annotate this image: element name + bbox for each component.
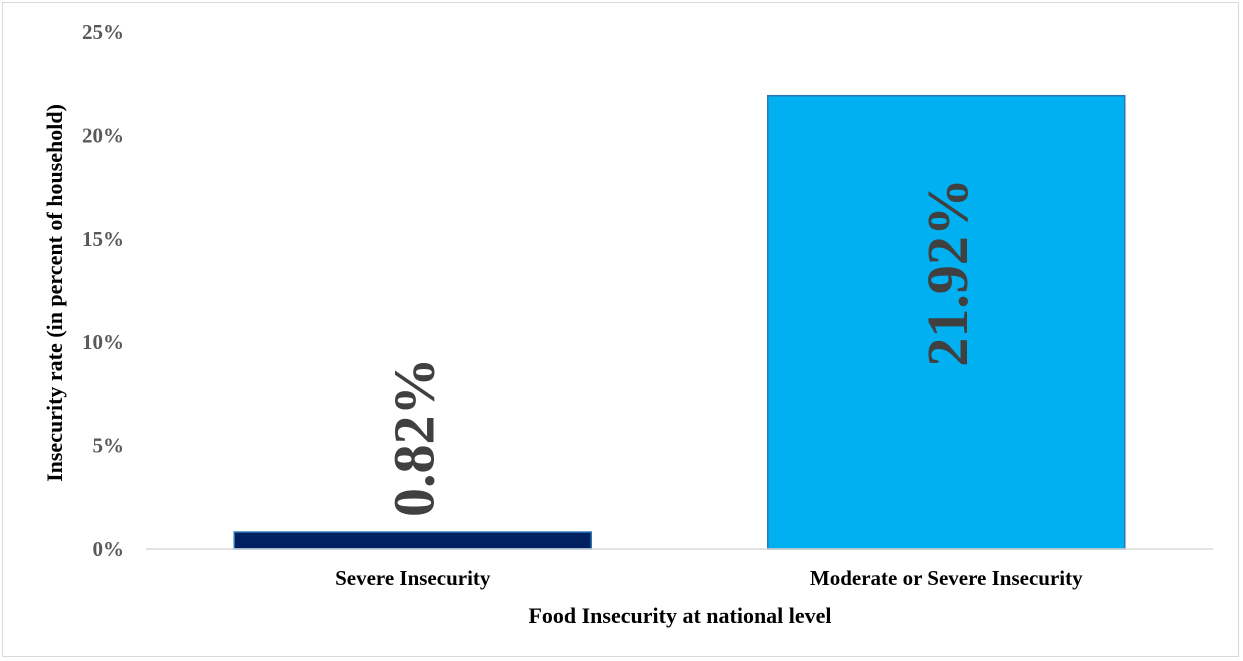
bar [233,531,592,550]
x-axis-label: Food Insecurity at national level [528,603,831,628]
y-tick-label: 25% [82,20,124,44]
x-tick-label: Moderate or Severe Insecurity [810,566,1083,590]
bar [767,94,1126,550]
y-tick-label: 0% [93,537,125,561]
y-tick-label: 5% [93,434,125,458]
data-label: 0.82% [382,358,447,518]
y-tick-label: 10% [82,330,124,354]
y-axis-ticks: 0% 5% 10% 15% 20% 25% [82,20,124,561]
y-axis-label: Insecurity rate (in percent of household… [42,104,67,482]
x-axis-ticks: Severe Insecurity Moderate or Severe Inse… [335,566,1083,590]
y-tick-label: 15% [82,227,124,251]
x-tick-label: Severe Insecurity [335,566,491,590]
data-labels: 0.82% 21.92% [382,178,981,517]
data-label: 21.92% [915,178,980,367]
bars [233,94,1126,550]
y-tick-label: 20% [82,123,124,147]
